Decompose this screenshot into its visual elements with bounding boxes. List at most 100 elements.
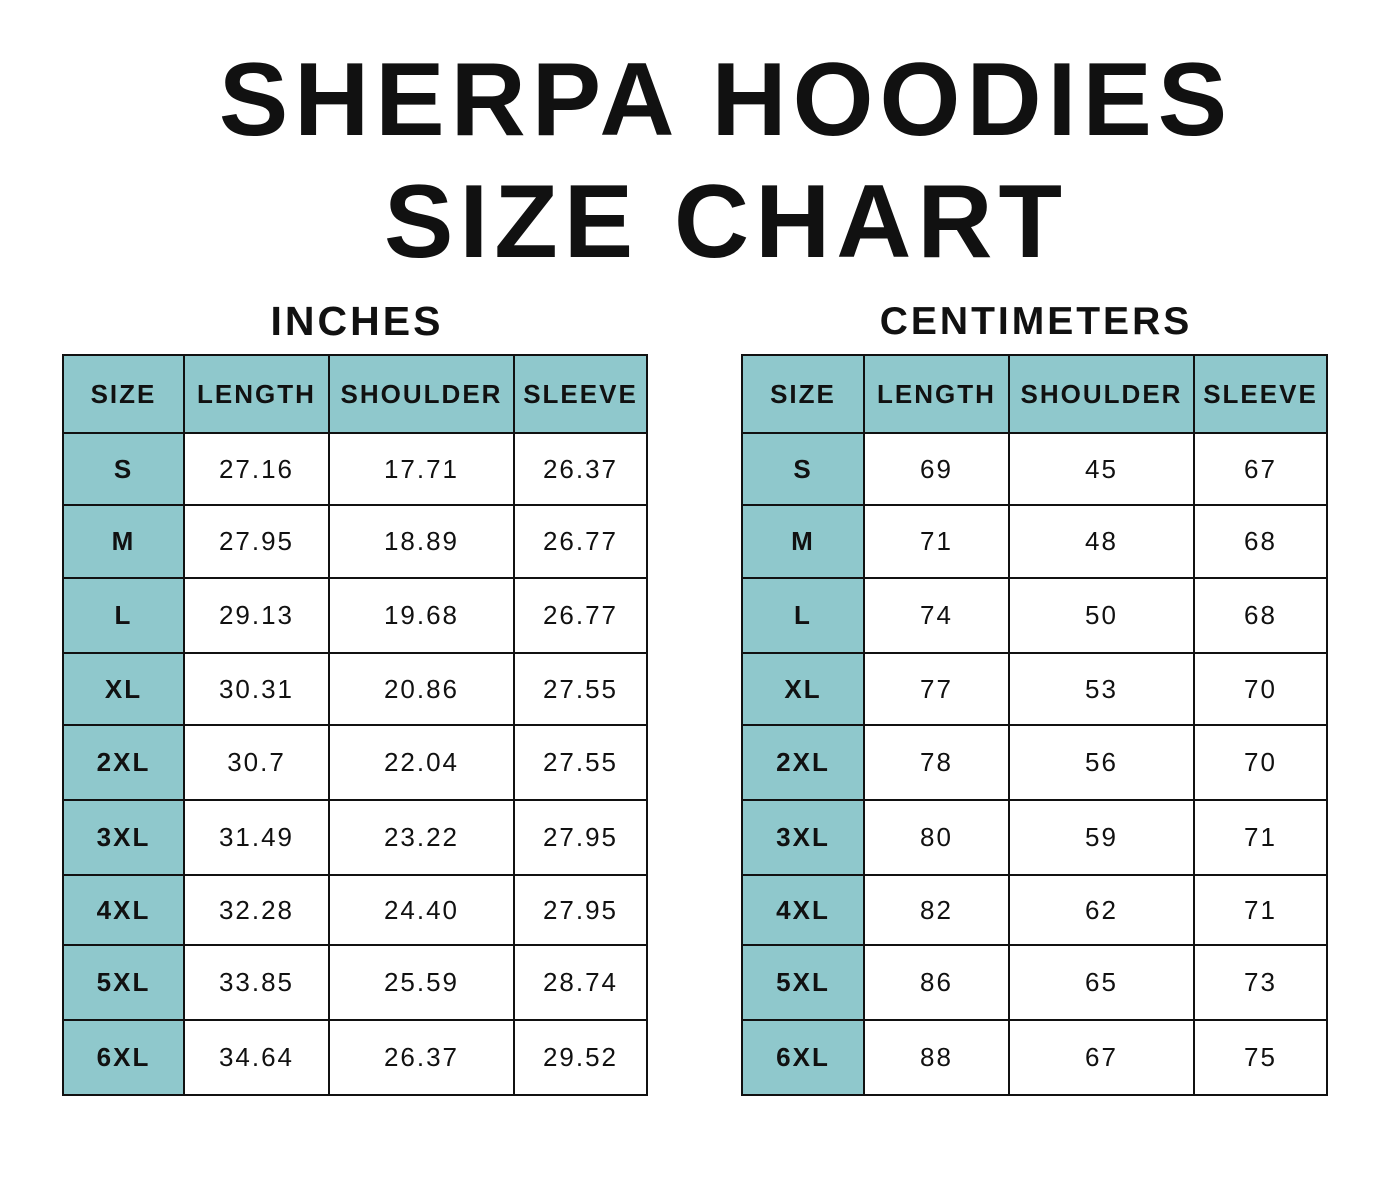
length-cell: 80 (863, 799, 1010, 876)
sleeve-cell: 26.77 (513, 504, 648, 579)
table-row: 3XL 31.49 23.22 27.95 (62, 799, 648, 876)
sleeve-cell: 70 (1193, 724, 1328, 801)
table-row: 4XL 82 62 71 (741, 874, 1328, 946)
length-cell: 34.64 (183, 1019, 330, 1096)
sleeve-cell: 70 (1193, 652, 1328, 726)
size-cell: XL (741, 652, 865, 726)
shoulder-cell: 45 (1008, 432, 1195, 506)
length-cell: 77 (863, 652, 1010, 726)
table-row: XL 77 53 70 (741, 652, 1328, 726)
length-cell: 27.95 (183, 504, 330, 579)
column-header-shoulder: SHOULDER (328, 354, 515, 434)
table-row: 4XL 32.28 24.40 27.95 (62, 874, 648, 946)
shoulder-cell: 23.22 (328, 799, 515, 876)
size-cell: 2XL (741, 724, 865, 801)
size-cell: M (62, 504, 185, 579)
length-cell: 27.16 (183, 432, 330, 506)
size-cell: 4XL (62, 874, 185, 946)
sleeve-cell: 29.52 (513, 1019, 648, 1096)
table-row: L 74 50 68 (741, 577, 1328, 654)
shoulder-cell: 65 (1008, 944, 1195, 1021)
shoulder-cell: 53 (1008, 652, 1195, 726)
sleeve-cell: 67 (1193, 432, 1328, 506)
size-cell: 5XL (741, 944, 865, 1021)
length-cell: 88 (863, 1019, 1010, 1096)
table-row: M 71 48 68 (741, 504, 1328, 579)
shoulder-cell: 24.40 (328, 874, 515, 946)
sleeve-cell: 27.95 (513, 799, 648, 876)
size-cell: XL (62, 652, 185, 726)
column-header-size: SIZE (62, 354, 185, 434)
shoulder-cell: 59 (1008, 799, 1195, 876)
sleeve-cell: 26.77 (513, 577, 648, 654)
inches-table: SIZE LENGTH SHOULDER SLEEVE S 27.16 17.71 26.3… (62, 354, 648, 1096)
centimeters-label: CENTIMETERS (879, 300, 1193, 343)
length-cell: 29.13 (183, 577, 330, 654)
length-cell: 32.28 (183, 874, 330, 946)
length-cell: 74 (863, 577, 1010, 654)
size-cell: M (741, 504, 865, 579)
size-cell: S (741, 432, 865, 506)
centimeters-table: SIZE LENGTH SHOULDER SLEEVE S 69 45 67 M 71 48 68 L… (741, 354, 1328, 1096)
length-cell: 30.7 (183, 724, 330, 801)
size-cell: L (741, 577, 865, 654)
column-header-size: SIZE (741, 354, 865, 434)
column-header-sleeve: SLEEVE (513, 354, 648, 434)
size-cell: 2XL (62, 724, 185, 801)
sleeve-cell: 28.74 (513, 944, 648, 1021)
length-cell: 71 (863, 504, 1010, 579)
shoulder-cell: 17.71 (328, 432, 515, 506)
table-row: 2XL 78 56 70 (741, 724, 1328, 801)
size-cell: 6XL (62, 1019, 185, 1096)
title-line-2: SIZE CHART (384, 164, 1068, 280)
sleeve-cell: 27.95 (513, 874, 648, 946)
shoulder-cell: 48 (1008, 504, 1195, 579)
shoulder-cell: 18.89 (328, 504, 515, 579)
sleeve-cell: 27.55 (513, 652, 648, 726)
inches-header-row: SIZE LENGTH SHOULDER SLEEVE (62, 354, 648, 434)
size-cell: 3XL (741, 799, 865, 876)
sleeve-cell: 68 (1193, 504, 1328, 579)
column-header-length: LENGTH (183, 354, 330, 434)
size-cell: 3XL (62, 799, 185, 876)
table-row: S 69 45 67 (741, 432, 1328, 506)
shoulder-cell: 67 (1008, 1019, 1195, 1096)
sleeve-cell: 75 (1193, 1019, 1328, 1096)
length-cell: 78 (863, 724, 1010, 801)
sleeve-cell: 71 (1193, 799, 1328, 876)
size-cell: 5XL (62, 944, 185, 1021)
length-cell: 30.31 (183, 652, 330, 726)
table-row: 3XL 80 59 71 (741, 799, 1328, 876)
shoulder-cell: 62 (1008, 874, 1195, 946)
length-cell: 33.85 (183, 944, 330, 1021)
shoulder-cell: 22.04 (328, 724, 515, 801)
inches-label: INCHES (270, 298, 444, 344)
shoulder-cell: 20.86 (328, 652, 515, 726)
shoulder-cell: 25.59 (328, 944, 515, 1021)
title-line-1: SHERPA HOODIES (218, 42, 1234, 158)
centimeters-header-row: SIZE LENGTH SHOULDER SLEEVE (741, 354, 1328, 434)
table-row: S 27.16 17.71 26.37 (62, 432, 648, 506)
table-row: 5XL 86 65 73 (741, 944, 1328, 1021)
size-cell: 6XL (741, 1019, 865, 1096)
table-row: 5XL 33.85 25.59 28.74 (62, 944, 648, 1021)
column-header-length: LENGTH (863, 354, 1010, 434)
table-row: L 29.13 19.68 26.77 (62, 577, 648, 654)
shoulder-cell: 19.68 (328, 577, 515, 654)
table-row: XL 30.31 20.86 27.55 (62, 652, 648, 726)
shoulder-cell: 26.37 (328, 1019, 515, 1096)
sleeve-cell: 27.55 (513, 724, 648, 801)
length-cell: 82 (863, 874, 1010, 946)
length-cell: 31.49 (183, 799, 330, 876)
sleeve-cell: 73 (1193, 944, 1328, 1021)
sleeve-cell: 71 (1193, 874, 1328, 946)
table-row: 2XL 30.7 22.04 27.55 (62, 724, 648, 801)
length-cell: 69 (863, 432, 1010, 506)
table-row: M 27.95 18.89 26.77 (62, 504, 648, 579)
shoulder-cell: 56 (1008, 724, 1195, 801)
size-cell: L (62, 577, 185, 654)
length-cell: 86 (863, 944, 1010, 1021)
column-header-shoulder: SHOULDER (1008, 354, 1195, 434)
table-row: 6XL 34.64 26.37 29.52 (62, 1019, 648, 1096)
sleeve-cell: 68 (1193, 577, 1328, 654)
